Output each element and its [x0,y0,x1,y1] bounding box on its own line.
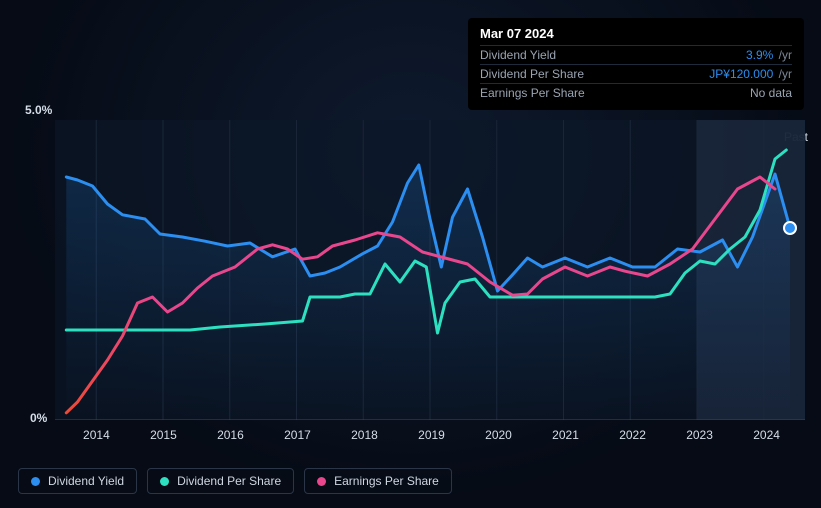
x-axis-label: 2018 [351,428,378,442]
legend-item[interactable]: Dividend Yield [18,468,137,494]
legend-label: Dividend Per Share [177,474,281,488]
legend-dot-icon [317,477,326,486]
x-axis-label: 2019 [418,428,445,442]
x-axis-labels: 2014 2015 2016 2017 2018 2019 2020 2021 2022 2023… [55,428,808,446]
tooltip-row: Earnings Per Share No data [480,83,792,102]
x-axis-label: 2015 [150,428,177,442]
dividend-chart: 5.0% 0% Past 201420152016201720182019202… [20,108,808,438]
x-axis-label: 2017 [284,428,311,442]
tooltip-row-value: 3.9% /yr [746,48,792,62]
x-axis-label: 2023 [686,428,713,442]
chart-legend: Dividend Yield Dividend Per Share Earnings… [18,468,452,494]
x-axis-label: 2021 [552,428,579,442]
legend-dot-icon [160,477,169,486]
legend-label: Earnings Per Share [334,474,439,488]
tooltip-row-label: Dividend Per Share [480,67,584,81]
x-axis-label: 2020 [485,428,512,442]
tooltip-row-label: Earnings Per Share [480,86,585,100]
x-axis-label: 2016 [217,428,244,442]
tooltip-date: Mar 07 2024 [480,26,792,45]
tooltip-row: Dividend Per Share JP¥120.000 /yr [480,64,792,83]
tooltip-row-label: Dividend Yield [480,48,556,62]
y-axis-top-label: 5.0% [25,103,52,117]
chart-plot[interactable] [55,120,805,420]
y-axis-bottom-label: 0% [30,411,47,425]
tooltip-row: Dividend Yield 3.9% /yr [480,45,792,64]
legend-item[interactable]: Earnings Per Share [304,468,452,494]
chart-tooltip: Mar 07 2024 Dividend Yield3.9% /yrDivide… [468,18,804,110]
tooltip-row-value: No data [750,86,792,100]
legend-dot-icon [31,477,40,486]
x-axis-label: 2014 [83,428,110,442]
tooltip-row-value: JP¥120.000 /yr [709,67,792,81]
x-axis-label: 2022 [619,428,646,442]
x-axis-label: 2024 [753,428,780,442]
legend-label: Dividend Yield [48,474,124,488]
legend-item[interactable]: Dividend Per Share [147,468,294,494]
